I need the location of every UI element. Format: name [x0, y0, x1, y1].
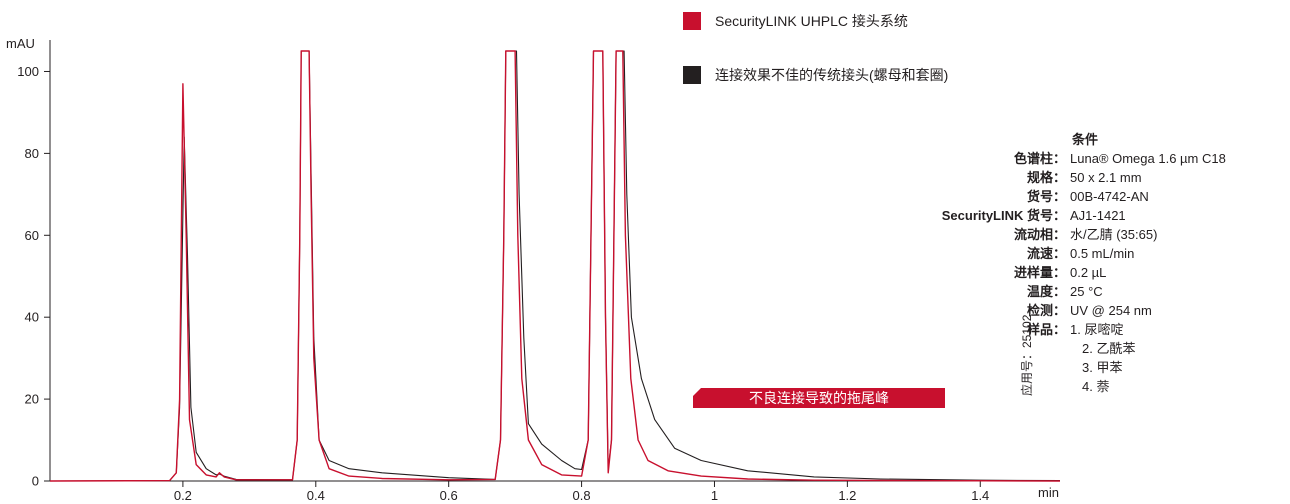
- x-tick-label: 1: [711, 488, 718, 503]
- tailing-peak-callout: 不良连接导致的拖尾峰: [693, 388, 945, 408]
- y-tick-label: 0: [32, 474, 39, 489]
- condition-value: 2. 乙酰苯: [1082, 341, 1136, 356]
- legend-swatch-black: [683, 66, 701, 84]
- condition-value: 水/乙腈 (35:65): [1070, 227, 1158, 242]
- condition-key: 温度：: [1026, 284, 1066, 299]
- y-tick-label: 40: [25, 310, 39, 325]
- legend-swatch-red: [683, 12, 701, 30]
- condition-value: 0.5 mL/min: [1070, 246, 1135, 261]
- y-axis-ticks: 0 20 40 60 80 100: [17, 64, 50, 489]
- x-tick-label: 0.6: [440, 488, 458, 503]
- condition-value: AJ1-1421: [1070, 208, 1126, 223]
- y-tick-label: 60: [25, 228, 39, 243]
- condition-key: 货号：: [1026, 189, 1066, 204]
- y-tick-label: 100: [17, 64, 39, 79]
- series-line-securitylink: [50, 50, 1060, 482]
- legend-label-securitylink: SecurityLINK UHPLC 接头系统: [715, 13, 908, 29]
- x-tick-label: 1.4: [971, 488, 989, 503]
- condition-value: 4. 萘: [1082, 379, 1110, 394]
- series-line-conventional: [50, 50, 1060, 482]
- condition-key: 样品：: [1026, 322, 1066, 337]
- condition-value: 25 °C: [1070, 284, 1103, 299]
- legend-item-securitylink: SecurityLINK UHPLC 接头系统: [683, 12, 948, 30]
- condition-value: 3. 甲苯: [1082, 360, 1123, 375]
- condition-value: 0.2 µL: [1070, 265, 1107, 280]
- condition-value: 00B-4742-AN: [1070, 189, 1149, 204]
- legend-item-conventional: 连接效果不佳的传统接头(螺母和套圈): [683, 66, 948, 84]
- condition-value: Luna® Omega 1.6 µm C18: [1070, 151, 1226, 166]
- condition-key: 流动相：: [1013, 227, 1066, 242]
- condition-value: 50 x 2.1 mm: [1070, 170, 1142, 185]
- chromatogram-traces: [50, 50, 1060, 482]
- condition-key: 规格：: [1026, 170, 1066, 185]
- x-tick-label: 0.4: [307, 488, 325, 503]
- condition-key: 色谱柱：: [1013, 151, 1066, 166]
- condition-key: 流速：: [1026, 246, 1066, 261]
- condition-key: SecurityLINK 货号：: [941, 208, 1066, 223]
- y-axis-unit-label: mAU: [6, 36, 35, 51]
- legend-label-conventional: 连接效果不佳的传统接头(螺母和套圈): [715, 67, 949, 83]
- condition-value: 1. 尿嘧啶: [1070, 322, 1124, 337]
- conditions-title: 条件: [1072, 132, 1099, 147]
- x-axis-ticks: 0.2 0.4 0.6 0.8 1 1.2 1.4: [174, 481, 989, 503]
- x-tick-label: 1.2: [838, 488, 856, 503]
- x-tick-label: 0.2: [174, 488, 192, 503]
- x-axis-unit-label: min: [1038, 485, 1059, 500]
- y-tick-label: 80: [25, 146, 39, 161]
- condition-value: UV @ 254 nm: [1070, 303, 1152, 318]
- condition-key: 进样量：: [1013, 265, 1066, 280]
- condition-key: 检测：: [1026, 303, 1066, 318]
- x-tick-label: 0.8: [573, 488, 591, 503]
- chart-legend: SecurityLINK UHPLC 接头系统 连接效果不佳的传统接头(螺母和套…: [683, 12, 948, 84]
- y-tick-label: 20: [25, 392, 39, 407]
